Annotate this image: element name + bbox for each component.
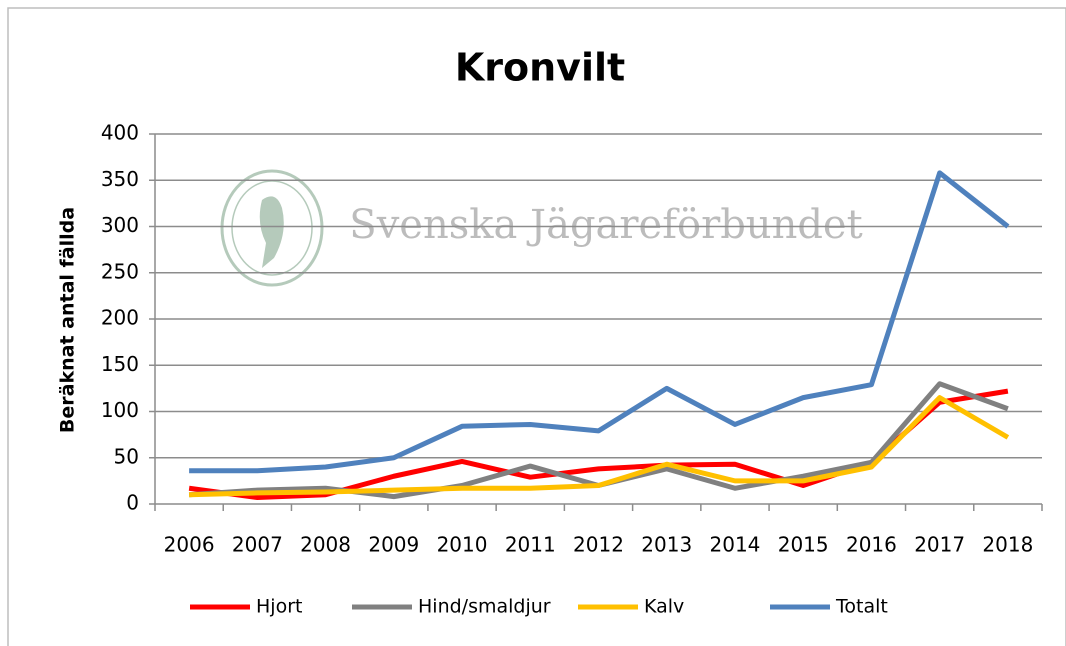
x-tick-label: 2018 bbox=[982, 533, 1033, 557]
y-tick-label: 150 bbox=[101, 352, 139, 376]
legend-label: Hind/smaldjur bbox=[418, 596, 551, 618]
y-tick-label: 300 bbox=[101, 213, 139, 237]
legend-label: Kalv bbox=[644, 596, 684, 618]
y-tick-label: 400 bbox=[101, 121, 139, 145]
x-tick-label: 2013 bbox=[641, 533, 692, 557]
x-tick-label: 2006 bbox=[164, 533, 215, 557]
y-tick-label: 0 bbox=[126, 491, 139, 515]
x-tick-label: 2014 bbox=[710, 533, 761, 557]
x-tick-label: 2011 bbox=[505, 533, 556, 557]
legend-label: Totalt bbox=[835, 596, 888, 618]
x-tick-label: 2017 bbox=[914, 533, 965, 557]
x-tick-label: 2016 bbox=[846, 533, 897, 557]
y-tick-label: 350 bbox=[101, 167, 139, 191]
x-tick-label: 2010 bbox=[437, 533, 488, 557]
y-tick-label: 250 bbox=[101, 259, 139, 283]
y-tick-label: 100 bbox=[101, 398, 139, 422]
legend-label: Hjort bbox=[256, 596, 302, 618]
x-tick-label: 2008 bbox=[300, 533, 351, 557]
watermark-logo bbox=[220, 169, 324, 287]
x-tick-label: 2007 bbox=[232, 533, 283, 557]
series-line bbox=[189, 170, 1010, 474]
y-tick-label: 200 bbox=[101, 306, 139, 330]
x-tick-label: 2015 bbox=[778, 533, 829, 557]
x-tick-label: 2012 bbox=[573, 533, 624, 557]
chart-title: Kronvilt bbox=[455, 46, 625, 90]
watermark: Svenska Jägareförbundet bbox=[349, 202, 862, 248]
y-tick-label: 50 bbox=[114, 444, 139, 468]
y-axis-label: Beräknat antal fällda bbox=[57, 207, 79, 433]
series-line bbox=[189, 395, 1010, 498]
x-tick-label: 2009 bbox=[368, 533, 419, 557]
